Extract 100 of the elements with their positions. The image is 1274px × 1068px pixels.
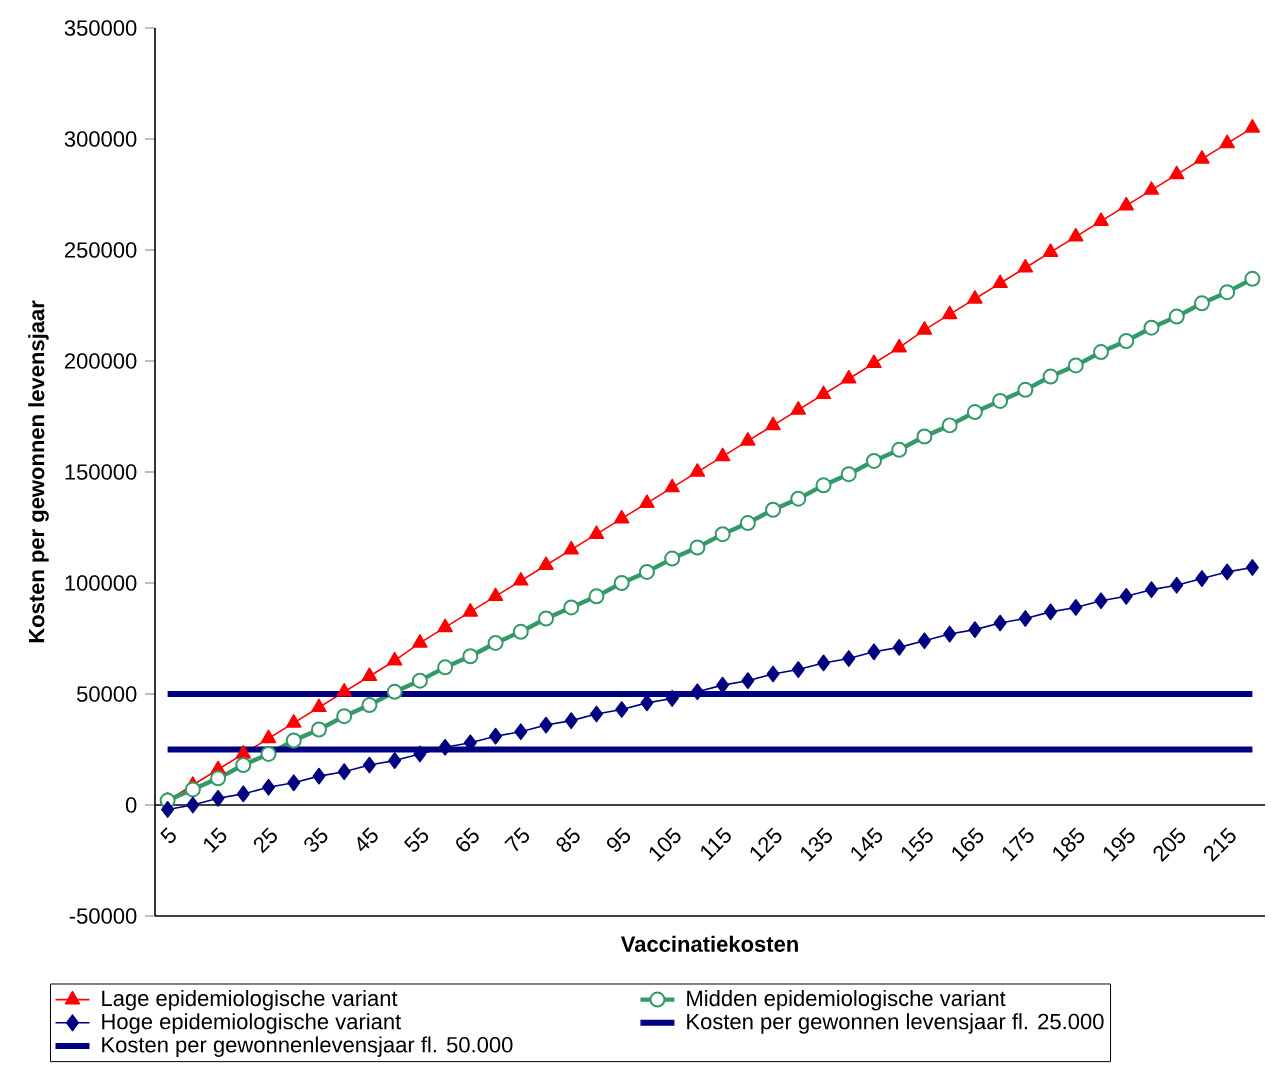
point: [211, 789, 225, 807]
point: [161, 801, 175, 818]
point: [615, 701, 629, 718]
x-tick-label: 5: [160, 827, 176, 844]
y-tick-label: 200000: [64, 353, 137, 369]
x-tick-label: 145: [851, 827, 883, 862]
point: [1219, 134, 1235, 149]
point: [1094, 592, 1108, 610]
point: [790, 490, 807, 507]
point: [563, 540, 579, 555]
point: [411, 672, 428, 689]
point: [1193, 295, 1210, 312]
point: [664, 550, 681, 567]
point: [1245, 559, 1259, 576]
point: [665, 690, 679, 707]
point: [916, 321, 933, 335]
point: [361, 667, 378, 682]
point: [1219, 284, 1236, 301]
y-tick-label: -50000: [69, 908, 137, 924]
x-tick-label: 25: [253, 827, 277, 854]
point: [539, 716, 553, 734]
x-tick-label: 165: [952, 827, 984, 862]
x-tick-label: 55: [403, 827, 429, 852]
point: [564, 712, 578, 730]
point: [362, 756, 376, 774]
point: [968, 621, 982, 639]
x-tick-label: 65: [456, 827, 479, 852]
point: [817, 654, 831, 672]
point: [312, 767, 326, 785]
point: [262, 778, 276, 796]
point: [639, 494, 655, 508]
point: [1042, 368, 1059, 385]
point: [1018, 610, 1032, 627]
x-tick-label: 205: [1153, 827, 1186, 862]
point: [336, 708, 353, 725]
point: [842, 650, 856, 667]
point: [462, 648, 479, 665]
point: [1069, 599, 1083, 616]
x-tick-label: 135: [800, 827, 832, 862]
x-tick-label: 115: [701, 827, 731, 861]
point: [966, 404, 983, 421]
y-tick-label: 0: [125, 797, 137, 813]
point: [538, 556, 554, 571]
point: [1067, 357, 1084, 374]
point: [1093, 212, 1109, 226]
legend-label: Kosten per gewonnen levensjaar fl. 25.000: [687, 1013, 1104, 1034]
point: [690, 683, 704, 701]
point: [487, 587, 504, 602]
point: [235, 745, 252, 759]
point: [1244, 119, 1261, 133]
x-tick-label: 35: [304, 827, 328, 852]
point: [514, 723, 528, 741]
point: [260, 729, 277, 744]
point: [1168, 308, 1185, 325]
point: [1068, 227, 1084, 242]
point: [866, 354, 882, 369]
point: [815, 477, 832, 494]
point: [892, 638, 906, 656]
point: [437, 618, 453, 633]
point: [840, 466, 857, 483]
x-tick-label: 175: [1002, 827, 1034, 862]
y-tick-label: 100000: [65, 575, 137, 591]
point: [664, 478, 680, 493]
legend-label: Kosten per gewonnenlevensjaar fl. 50.000: [102, 1036, 513, 1057]
point: [790, 401, 807, 415]
point: [689, 539, 706, 556]
point: [943, 625, 957, 643]
point: [1118, 333, 1135, 350]
point: [489, 727, 503, 745]
point: [311, 698, 327, 713]
point: [285, 732, 302, 749]
point: [210, 770, 227, 787]
point: [386, 683, 403, 700]
point: [993, 614, 1007, 632]
point: [815, 385, 832, 400]
x-tick-label: 85: [556, 827, 580, 852]
x-tick-label: 215: [1203, 827, 1236, 862]
point: [689, 463, 706, 477]
point: [1244, 270, 1261, 287]
point: [588, 525, 605, 539]
point: [589, 705, 603, 723]
point: [1194, 150, 1210, 164]
point: [1143, 319, 1160, 336]
point: [336, 682, 352, 697]
point: [741, 672, 755, 690]
point: [462, 603, 479, 617]
point: [1042, 243, 1059, 258]
x-tick-label: 195: [1103, 827, 1135, 862]
y-tick-label: 250000: [64, 242, 137, 258]
point: [1143, 181, 1160, 195]
x-tick-label: 95: [607, 827, 631, 852]
point: [236, 785, 250, 803]
point: [412, 634, 428, 648]
point: [941, 417, 958, 434]
y-tick-label: 350000: [64, 20, 137, 36]
point: [413, 745, 427, 763]
point: [613, 509, 630, 524]
point: [512, 623, 529, 640]
point: [337, 763, 351, 781]
point: [916, 428, 933, 445]
